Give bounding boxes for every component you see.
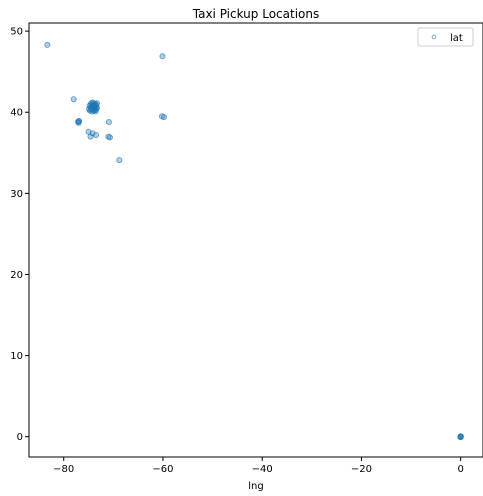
data-points	[44, 41, 464, 441]
data-point	[105, 118, 112, 125]
x-tick-label: −40	[252, 464, 273, 475]
data-point	[87, 133, 94, 140]
data-point	[92, 131, 99, 138]
y-tick-label: 50	[10, 27, 23, 38]
plot-area	[28, 22, 483, 458]
data-point	[91, 105, 98, 112]
x-tick-label: −60	[152, 464, 173, 475]
legend-entry-lat: lat	[450, 33, 463, 44]
y-axis: 0 10 20 30 40 50	[10, 27, 29, 443]
data-point	[70, 96, 77, 103]
legend: lat	[417, 27, 474, 47]
x-axis: −80 −60 −40 −20 0	[53, 457, 464, 475]
y-tick-label: 20	[10, 270, 23, 281]
chart-title: Taxi Pickup Locations	[192, 7, 319, 21]
x-tick-label: 0	[457, 464, 463, 475]
y-tick-label: 40	[10, 108, 23, 119]
legend-box	[417, 27, 474, 47]
data-point	[89, 130, 96, 137]
data-point	[116, 157, 123, 164]
x-tick-label: −80	[53, 464, 74, 475]
legend-marker	[431, 34, 437, 40]
x-tick-label: −20	[351, 464, 372, 475]
y-tick-label: 10	[10, 351, 23, 362]
y-tick-label: 30	[10, 189, 23, 200]
data-point	[44, 41, 51, 48]
data-point	[75, 119, 82, 126]
x-axis-label: lng	[248, 481, 263, 492]
data-point	[106, 134, 113, 141]
data-point	[159, 53, 166, 60]
data-point	[160, 114, 167, 121]
data-point	[457, 433, 464, 440]
y-tick-label: 0	[17, 432, 23, 443]
